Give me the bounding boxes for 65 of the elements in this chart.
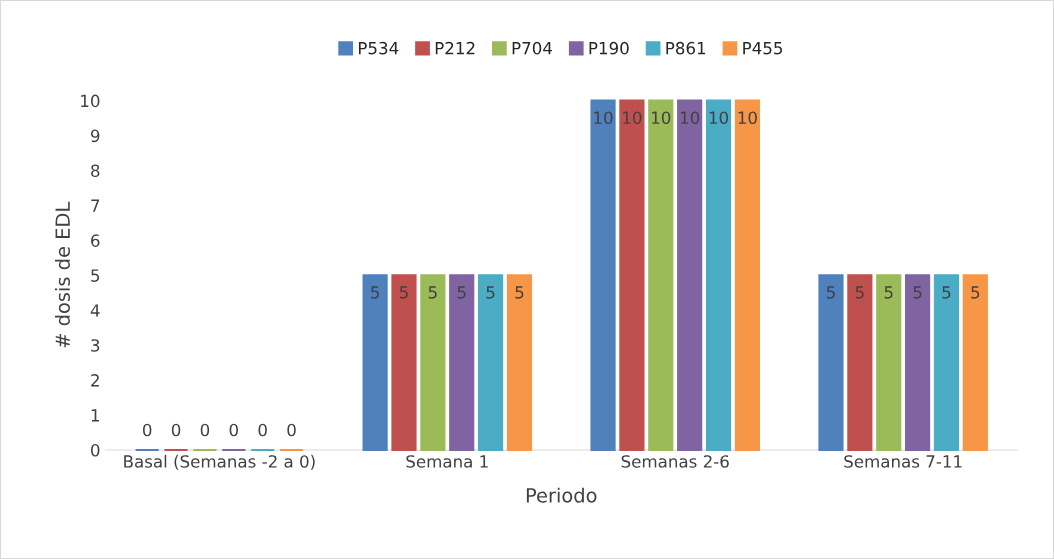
data-label: 5 xyxy=(913,286,922,299)
bar xyxy=(391,274,417,452)
legend-label: P704 xyxy=(512,41,552,55)
bar xyxy=(818,274,844,452)
data-label: 0 xyxy=(142,423,152,437)
x-tick-label: Semanas 7-11 xyxy=(844,455,962,468)
bar xyxy=(362,274,388,452)
data-label: 0 xyxy=(258,423,267,437)
data-label: 5 xyxy=(399,286,408,299)
x-tick-label: Semanas 2-6 xyxy=(621,455,729,468)
legend-label: P190 xyxy=(589,41,629,55)
data-label: 10 xyxy=(623,111,642,124)
data-label: 10 xyxy=(709,111,729,124)
legend-label: P212 xyxy=(435,41,475,55)
bar xyxy=(734,99,760,452)
data-label: 5 xyxy=(515,286,524,299)
data-label: 10 xyxy=(594,111,613,124)
x-tick-label: Basal (Semanas -2 a 0) xyxy=(124,454,315,470)
bar xyxy=(847,274,873,452)
bar xyxy=(590,99,616,452)
data-label: 5 xyxy=(428,286,437,299)
bar xyxy=(962,274,988,452)
y-tick-label: 4 xyxy=(90,304,100,317)
y-tick-label: 9 xyxy=(90,129,100,143)
data-label: 5 xyxy=(971,286,980,299)
x-axis-title: Periodo xyxy=(526,487,597,503)
bar xyxy=(420,274,446,452)
legend-label: P861 xyxy=(666,41,706,55)
data-label: 0 xyxy=(200,423,210,437)
x-tick-label: Semana 1 xyxy=(406,455,488,468)
y-tick-label: 6 xyxy=(91,234,100,247)
data-label: 5 xyxy=(884,286,893,299)
y-tick-label: 7 xyxy=(91,199,100,212)
data-label: 5 xyxy=(486,286,495,299)
legend-label: P534 xyxy=(358,41,399,55)
bar xyxy=(933,274,960,452)
bar xyxy=(677,99,703,452)
bar xyxy=(705,99,732,452)
y-tick-label: 1 xyxy=(91,409,99,422)
bar xyxy=(619,99,645,452)
data-label: 5 xyxy=(855,286,864,299)
bar xyxy=(506,274,533,452)
data-label: 10 xyxy=(652,111,671,124)
y-tick-label: 0 xyxy=(91,443,100,457)
bar xyxy=(478,274,504,452)
y-tick-label: 2 xyxy=(91,374,99,387)
data-label: 10 xyxy=(738,111,757,124)
bar xyxy=(648,99,674,452)
y-tick-label: 3 xyxy=(91,339,100,352)
y-axis-title: # dosis de EDL xyxy=(54,201,71,348)
data-label: 0 xyxy=(171,423,181,437)
bar xyxy=(449,274,475,452)
bar xyxy=(904,274,931,452)
data-label: 5 xyxy=(942,286,951,299)
data-label: 0 xyxy=(287,423,296,437)
data-label: 5 xyxy=(826,286,835,299)
data-label: 5 xyxy=(457,286,466,299)
y-tick-label: 10 xyxy=(81,94,100,108)
y-tick-label: 5 xyxy=(91,269,100,282)
bar xyxy=(876,274,902,452)
legend-label: P455 xyxy=(743,42,783,55)
data-label: 5 xyxy=(371,286,379,299)
y-tick-label: 8 xyxy=(91,164,100,178)
data-label: 10 xyxy=(680,111,700,124)
data-label: 0 xyxy=(229,423,238,437)
